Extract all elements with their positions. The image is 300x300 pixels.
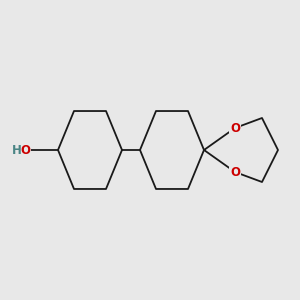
Text: H: H — [12, 143, 22, 157]
Text: O: O — [230, 122, 240, 134]
Text: O: O — [20, 143, 30, 157]
Text: O: O — [230, 166, 240, 178]
